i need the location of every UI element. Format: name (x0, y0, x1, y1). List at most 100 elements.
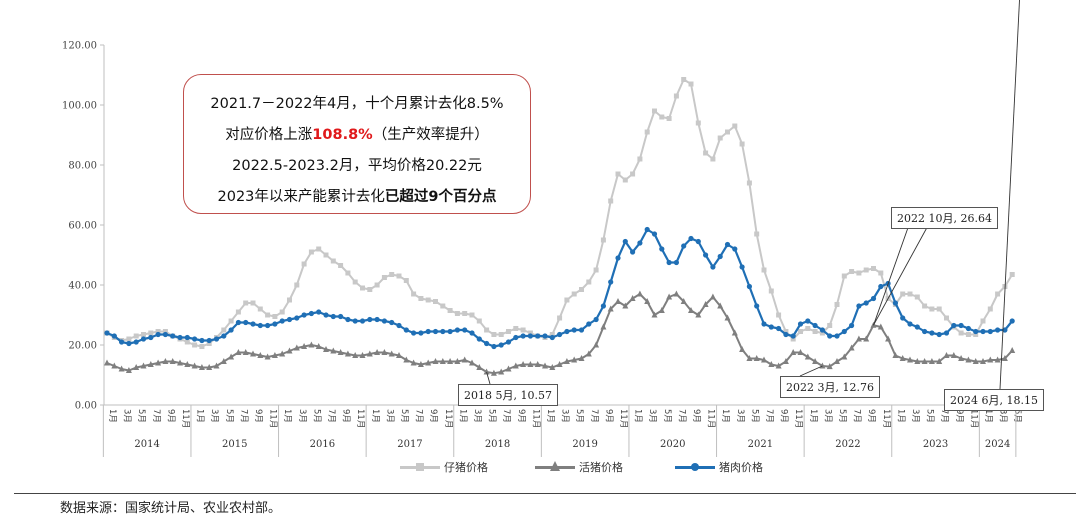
piglet-point (827, 323, 833, 328)
piglet-point (790, 336, 796, 342)
pork-point (476, 336, 482, 342)
hog-point (563, 358, 570, 364)
legend-swatch-piglet (400, 460, 440, 474)
piglet-point (338, 263, 344, 268)
pork-point (644, 226, 650, 233)
hog-point (242, 349, 249, 355)
piglet-point (513, 326, 519, 331)
hog-point (388, 350, 395, 357)
hog-point (359, 352, 366, 358)
piglet-point (381, 275, 387, 280)
pork-point (600, 303, 607, 309)
piglet-point (922, 303, 928, 309)
piglet-point (659, 114, 665, 120)
hog-point (549, 364, 556, 370)
pork-point (768, 324, 774, 330)
hog-point (753, 355, 760, 361)
annotation-line-2-prefix: 对应价格上涨 (225, 127, 313, 143)
x-month-label: 1月 (895, 409, 905, 423)
annotation-line-4-prefix: 2023年以来产能累计去化 (217, 189, 385, 205)
piglet-point (776, 312, 782, 318)
hog-point (936, 358, 943, 364)
hog-point (308, 341, 315, 348)
pork-point (177, 334, 183, 341)
x-month-label: 11月 (268, 409, 278, 428)
hog-point (556, 361, 563, 367)
pork-point (535, 333, 541, 339)
hog-point (286, 347, 293, 354)
piglet-point (469, 312, 475, 318)
hog-point (133, 364, 140, 370)
piglet-point (608, 198, 614, 204)
piglet-point (703, 150, 709, 156)
hog-point (826, 363, 833, 370)
x-year-label: 2016 (310, 439, 335, 450)
pork-point (637, 240, 643, 246)
x-month-label: 1月 (720, 409, 730, 423)
hog-point (315, 343, 322, 349)
callout-leader (486, 371, 491, 385)
pork-point (878, 283, 884, 290)
pork-point (352, 318, 358, 324)
pork-point (140, 336, 147, 342)
hog-point (790, 349, 797, 355)
hog-point (1001, 355, 1008, 361)
piglet-point (411, 291, 417, 297)
x-month-label: 3月 (822, 409, 832, 423)
piglet-point (871, 266, 876, 271)
legend-label-hog: 活猪价格 (579, 461, 623, 474)
pork-point (907, 321, 913, 327)
pork-point (936, 331, 942, 338)
hog-point (804, 353, 811, 360)
x-month-label: 7月 (151, 409, 161, 423)
pork-point (265, 322, 271, 329)
legend-item-hog: 活猪价格 (535, 459, 623, 475)
piglet-point (148, 330, 154, 336)
hog-point (921, 358, 928, 364)
pork-point (746, 283, 753, 290)
piglet-point (615, 171, 621, 177)
callout-2022-mar: 2022 3月, 12.76 (780, 376, 880, 398)
x-year-label: 2021 (748, 439, 773, 450)
pork-point (849, 322, 855, 329)
piglet-point (973, 332, 979, 337)
callout-2024-jun: 2024 6月, 18.15 (944, 389, 1044, 411)
pork-point (841, 328, 847, 335)
piglet-point (418, 296, 424, 301)
pork-point (199, 337, 205, 344)
hog-point (892, 352, 899, 358)
piglet-point (287, 297, 292, 303)
x-month-label: 7月 (238, 409, 248, 423)
pork-point (119, 339, 125, 345)
hog-point (344, 350, 351, 357)
pork-point (316, 309, 322, 315)
piglet-point (228, 318, 234, 324)
hog-point (848, 344, 855, 351)
y-tick-label: 80.00 (68, 161, 97, 172)
pork-point (133, 339, 139, 345)
piglet-point (579, 287, 584, 292)
piglet-point (834, 302, 840, 307)
piglet-point (987, 306, 993, 312)
pork-point (345, 316, 351, 323)
annotation-line-3: 2022.5-2023.2月，平均价格20.22元 (232, 158, 482, 174)
pork-point (104, 330, 110, 336)
piglet-point (440, 303, 446, 309)
hog-point (454, 358, 461, 364)
pork-point (308, 310, 314, 317)
piglet-point (279, 309, 285, 315)
pork-point (965, 325, 972, 332)
pork-point (578, 327, 585, 333)
piglet-point (126, 336, 132, 342)
pork-point (797, 321, 804, 327)
y-tick-label: 0.00 (75, 401, 97, 412)
hog-point (469, 359, 475, 366)
pork-point (681, 243, 687, 249)
pork-point (564, 328, 570, 335)
piglet-point (929, 306, 935, 312)
piglet-point (243, 300, 249, 306)
hog-point (104, 359, 110, 366)
hog-point (965, 356, 972, 363)
x-month-label: 1月 (545, 409, 555, 423)
